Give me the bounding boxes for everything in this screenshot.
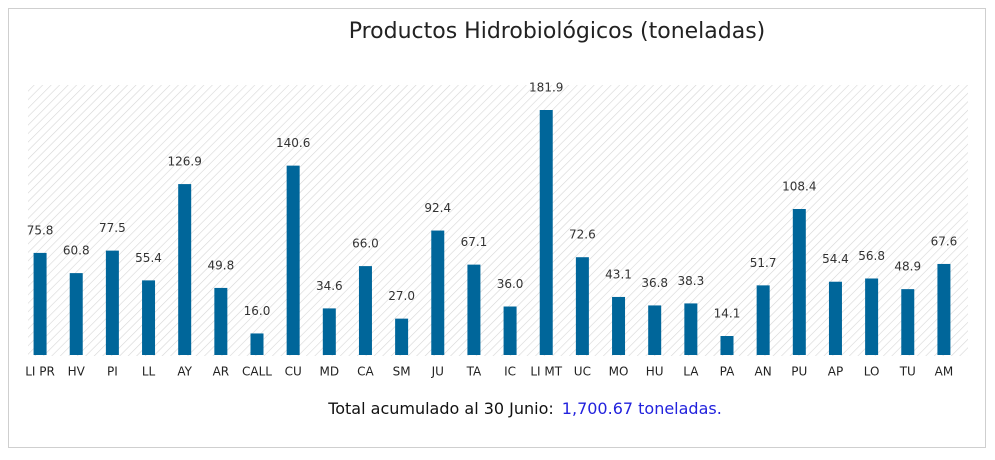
value-label: 67.6 [931, 234, 958, 248]
bar [575, 257, 589, 355]
x-tick-label: PU [791, 365, 807, 379]
bar [756, 285, 770, 355]
value-label: 54.4 [822, 252, 849, 266]
bar [684, 303, 698, 355]
x-tick-label: MO [609, 365, 629, 379]
footer-value: 1,700.67 toneladas. [562, 399, 722, 418]
bar [720, 336, 734, 355]
x-tick-label: LI PR [25, 365, 55, 379]
bar [322, 308, 336, 355]
value-label: 27.0 [388, 289, 415, 303]
x-tick-label: AN [755, 365, 772, 379]
value-label: 36.8 [641, 276, 668, 290]
value-label: 14.1 [714, 307, 741, 321]
bar [539, 110, 553, 355]
value-label: 36.0 [497, 277, 524, 291]
bar [395, 318, 409, 355]
x-tick-label: LL [142, 365, 156, 379]
value-label: 55.4 [135, 251, 162, 265]
x-tick-label: HU [646, 365, 664, 379]
value-label: 126.9 [168, 155, 202, 169]
bar [178, 184, 192, 355]
x-tick-label: TU [899, 365, 916, 379]
bar [431, 230, 445, 355]
x-tick-label: UC [574, 365, 591, 379]
x-tick-label: MD [320, 365, 340, 379]
bar [901, 289, 915, 355]
value-label: 140.6 [276, 136, 310, 150]
bar [467, 264, 481, 355]
bar [214, 287, 228, 355]
footer: Total acumulado al 30 Junio: 1,700.67 ton… [327, 399, 722, 418]
x-tick-label: HV [68, 365, 86, 379]
value-label: 92.4 [424, 201, 451, 215]
x-tick-label: LA [683, 365, 699, 379]
bar [142, 280, 156, 355]
value-label: 51.7 [750, 256, 777, 270]
x-tick-label: JU [431, 365, 444, 379]
value-label: 16.0 [244, 304, 271, 318]
bar [105, 250, 119, 355]
value-label: 67.1 [461, 235, 488, 249]
bar [358, 266, 372, 355]
bar [503, 306, 517, 355]
bar [828, 281, 842, 355]
value-label: 108.4 [782, 179, 816, 193]
x-tick-label: IC [504, 365, 516, 379]
x-tick-label: PA [720, 365, 735, 379]
x-tick-label: CALL [242, 365, 272, 379]
bar [865, 278, 879, 355]
x-tick-label: LI MT [530, 365, 562, 379]
footer-label: Total acumulado al 30 Junio: [327, 399, 554, 418]
bar [33, 252, 47, 355]
bar [792, 208, 806, 355]
value-label: 181.9 [529, 81, 563, 95]
bar [69, 273, 83, 355]
bar [937, 263, 951, 355]
x-tick-label: TA [466, 365, 482, 379]
x-tick-label: AY [177, 365, 192, 379]
value-label: 49.8 [207, 258, 234, 272]
x-tick-label: CA [357, 365, 374, 379]
plot-area [28, 85, 968, 356]
x-tick-label: PI [107, 365, 118, 379]
bar [612, 296, 626, 355]
x-tick-label: AR [213, 365, 230, 379]
x-tick-label: AP [828, 365, 843, 379]
x-tick-label: CU [285, 365, 302, 379]
bar [250, 333, 264, 355]
bar [286, 165, 300, 355]
value-label: 38.3 [677, 274, 704, 288]
value-label: 56.8 [858, 249, 885, 263]
value-label: 60.8 [63, 244, 90, 258]
value-label: 48.9 [894, 260, 921, 274]
value-label: 77.5 [99, 221, 126, 235]
value-label: 72.6 [569, 228, 596, 242]
value-label: 75.8 [27, 223, 54, 237]
value-label: 66.0 [352, 237, 379, 251]
x-tick-label: SM [393, 365, 411, 379]
chart-title: Productos Hidrobiológicos (toneladas) [349, 19, 766, 44]
x-tick-label: LO [864, 365, 880, 379]
x-tick-label: AM [935, 365, 954, 379]
bar [648, 305, 662, 355]
value-label: 34.6 [316, 279, 343, 293]
value-label: 43.1 [605, 267, 632, 281]
